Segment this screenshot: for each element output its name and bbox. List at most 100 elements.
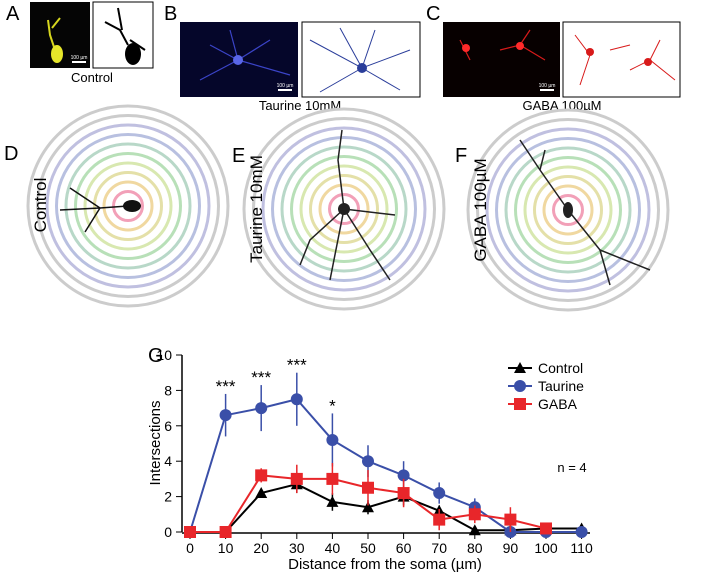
sholl-ring bbox=[64, 142, 192, 270]
sholl-ring bbox=[252, 117, 436, 301]
panel-letter: F bbox=[455, 145, 467, 167]
y-tick-label: 4 bbox=[164, 453, 172, 469]
sholl-ring bbox=[271, 136, 417, 282]
sholl-ring bbox=[476, 118, 660, 302]
scale-label: 100 µm bbox=[539, 83, 556, 89]
legend-label: GABA bbox=[538, 396, 578, 412]
soma bbox=[125, 43, 141, 65]
sholl-ring bbox=[102, 180, 154, 232]
neuron bbox=[47, 17, 61, 51]
marker bbox=[397, 469, 410, 482]
neuron bbox=[59, 187, 129, 233]
sholl-ring bbox=[55, 133, 201, 279]
sholl-ring bbox=[552, 194, 584, 226]
panel-letter: B bbox=[164, 3, 177, 25]
y-tick-label: 8 bbox=[164, 382, 172, 398]
sholl-ring bbox=[523, 165, 613, 255]
soma bbox=[644, 58, 652, 66]
marker bbox=[326, 472, 339, 485]
sholl-label: GABA 100µM bbox=[471, 158, 490, 261]
marker bbox=[326, 433, 339, 446]
sholl-ring bbox=[533, 175, 603, 245]
sholl-ring bbox=[318, 183, 370, 235]
marker bbox=[290, 472, 303, 485]
soma bbox=[123, 200, 141, 212]
sholl-ring bbox=[514, 156, 622, 264]
marker bbox=[468, 524, 481, 536]
tracing bbox=[301, 21, 421, 98]
y-tick-label: 10 bbox=[156, 347, 172, 363]
significance: * bbox=[329, 396, 336, 415]
marker bbox=[290, 393, 303, 406]
series-line bbox=[189, 398, 582, 533]
panel-letter: A bbox=[6, 3, 20, 25]
soma bbox=[338, 203, 350, 215]
neuron bbox=[299, 129, 396, 281]
x-tick-label: 60 bbox=[396, 540, 412, 556]
x-axis-label: Distance from the soma (µm) bbox=[288, 556, 482, 573]
y-axis-label: Intersections bbox=[147, 400, 164, 485]
x-tick-label: 0 bbox=[186, 540, 194, 556]
scale-label: 100 µm bbox=[71, 55, 88, 61]
y-tick-label: 0 bbox=[164, 524, 172, 540]
legend-marker bbox=[514, 398, 526, 410]
significance: *** bbox=[251, 368, 271, 387]
marker bbox=[468, 508, 481, 521]
marker bbox=[219, 409, 232, 422]
sholl-ring bbox=[495, 137, 641, 283]
x-tick-label: 90 bbox=[503, 540, 519, 556]
soma bbox=[462, 44, 470, 52]
sholl-ring bbox=[542, 184, 594, 236]
panel-letter: C bbox=[426, 3, 440, 25]
marker bbox=[362, 481, 374, 494]
sholl-ring bbox=[328, 193, 360, 225]
sholl-ring bbox=[299, 164, 389, 254]
marker bbox=[575, 526, 588, 538]
soma bbox=[516, 42, 524, 50]
sholl-ring bbox=[83, 161, 173, 251]
note: n = 4 bbox=[557, 460, 586, 475]
soma bbox=[586, 48, 594, 56]
sholl-ring bbox=[93, 171, 163, 241]
caption: GABA 100µM bbox=[522, 98, 601, 113]
sholl-ring bbox=[45, 123, 211, 289]
panel-letter: G bbox=[148, 345, 164, 367]
sholl-label: Taurine 10mM bbox=[247, 155, 266, 263]
marker bbox=[397, 487, 410, 500]
series-line bbox=[190, 483, 582, 533]
sholl-ring bbox=[36, 114, 220, 298]
soma bbox=[357, 63, 367, 73]
x-tick-label: 110 bbox=[570, 540, 593, 556]
y-tick-label: 6 bbox=[164, 418, 172, 434]
sholl-ring bbox=[466, 108, 670, 312]
x-tick-label: 100 bbox=[534, 540, 558, 556]
tracing bbox=[562, 21, 681, 98]
marker bbox=[540, 522, 552, 535]
soma bbox=[563, 202, 573, 218]
sholl-ring bbox=[242, 107, 446, 311]
legend-label: Control bbox=[538, 360, 583, 376]
sholl-ring bbox=[112, 190, 144, 222]
marker bbox=[326, 495, 339, 507]
marker bbox=[219, 526, 232, 538]
sholl-ring bbox=[26, 104, 230, 308]
sholl-ring bbox=[309, 174, 379, 244]
y-tick-label: 2 bbox=[164, 489, 172, 505]
marker bbox=[362, 455, 374, 468]
neuron bbox=[519, 139, 651, 286]
soma bbox=[233, 55, 243, 65]
micrograph bbox=[443, 22, 560, 97]
significance: *** bbox=[216, 377, 236, 396]
marker bbox=[433, 487, 446, 500]
significance: *** bbox=[287, 356, 307, 375]
scale-label: 100 µm bbox=[277, 83, 294, 89]
x-tick-label: 80 bbox=[467, 540, 483, 556]
marker bbox=[255, 402, 268, 415]
marker bbox=[255, 487, 268, 499]
x-tick-label: 30 bbox=[289, 540, 305, 556]
marker bbox=[504, 513, 517, 526]
marker bbox=[255, 469, 268, 482]
tracing bbox=[92, 1, 154, 69]
marker bbox=[362, 501, 374, 513]
